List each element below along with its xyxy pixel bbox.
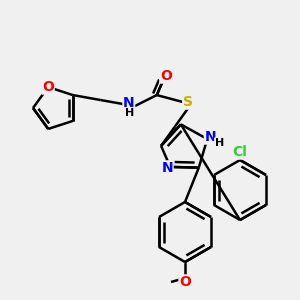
Text: O: O [179,275,191,289]
Text: N: N [161,161,173,175]
Text: S: S [183,95,193,109]
Text: H: H [214,138,224,148]
Text: O: O [160,69,172,83]
Text: H: H [125,108,134,118]
Text: Cl: Cl [232,145,247,159]
Text: N: N [204,130,216,144]
Text: N: N [123,96,135,110]
Text: O: O [42,80,54,94]
